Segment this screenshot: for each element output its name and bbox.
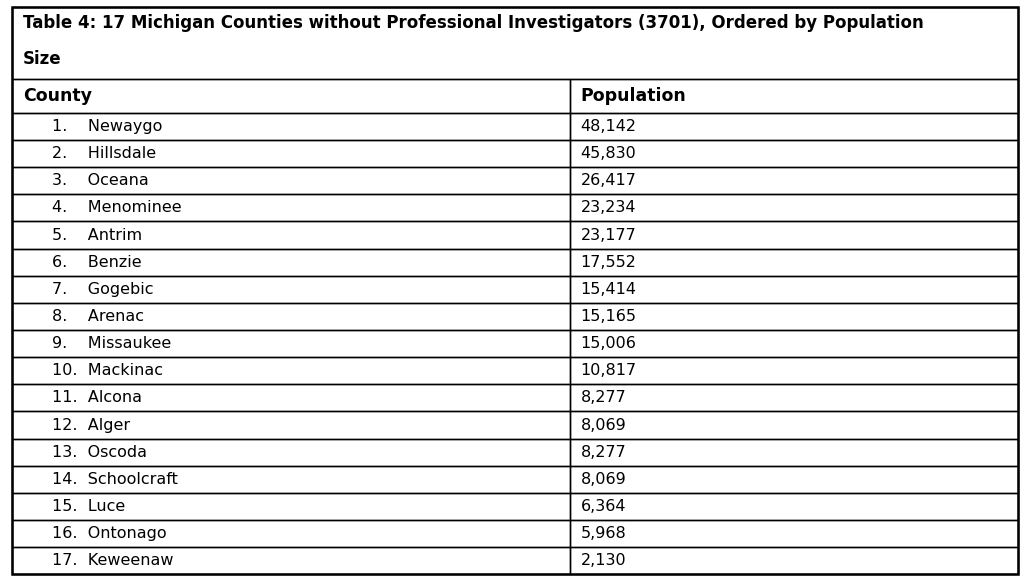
Text: 4.    Menominee: 4. Menominee	[52, 200, 181, 215]
Text: 23,234: 23,234	[581, 200, 637, 215]
Text: Size: Size	[23, 50, 62, 68]
Text: 17,552: 17,552	[581, 255, 637, 270]
Bar	[12, 520, 571, 547]
Bar	[12, 195, 571, 222]
Bar	[12, 466, 571, 493]
Text: 15,165: 15,165	[581, 309, 637, 324]
Bar	[571, 439, 1018, 466]
Text: 48,142: 48,142	[581, 119, 637, 134]
Text: 17.  Keweenaw: 17. Keweenaw	[52, 554, 173, 569]
Text: 14.  Schoolcraft: 14. Schoolcraft	[52, 472, 177, 487]
Bar	[571, 167, 1018, 195]
Text: 11.  Alcona: 11. Alcona	[52, 390, 141, 405]
Bar	[571, 140, 1018, 167]
Text: County: County	[23, 87, 92, 105]
Text: 9.    Missaukee: 9. Missaukee	[52, 336, 171, 351]
Text: 15,006: 15,006	[581, 336, 637, 351]
Text: 10.  Mackinac: 10. Mackinac	[52, 363, 163, 378]
Text: 6.    Benzie: 6. Benzie	[52, 255, 141, 270]
Text: 26,417: 26,417	[581, 173, 637, 188]
Bar	[571, 195, 1018, 222]
Bar	[571, 248, 1018, 276]
Text: 8,277: 8,277	[581, 390, 626, 405]
Bar	[571, 412, 1018, 439]
Text: 15.  Luce: 15. Luce	[52, 499, 125, 514]
Bar	[571, 466, 1018, 493]
Bar	[571, 330, 1018, 357]
Bar	[12, 412, 571, 439]
Bar	[12, 140, 571, 167]
Text: 8.    Arenac: 8. Arenac	[52, 309, 143, 324]
Text: 1.    Newaygo: 1. Newaygo	[52, 119, 162, 134]
Bar	[571, 222, 1018, 248]
Text: 45,830: 45,830	[581, 146, 637, 161]
Text: 3.    Oceana: 3. Oceana	[52, 173, 148, 188]
Text: 7.    Gogebic: 7. Gogebic	[52, 282, 153, 297]
Bar	[12, 276, 571, 303]
Bar	[12, 439, 571, 466]
Bar	[571, 357, 1018, 384]
Text: 13.  Oscoda: 13. Oscoda	[52, 445, 146, 460]
Text: 10,817: 10,817	[581, 363, 637, 378]
Text: 2,130: 2,130	[581, 554, 626, 569]
Bar	[12, 547, 571, 574]
Bar	[571, 79, 1018, 113]
Text: Population: Population	[581, 87, 686, 105]
Bar	[12, 113, 571, 140]
Bar	[12, 79, 571, 113]
Text: 2.    Hillsdale: 2. Hillsdale	[52, 146, 156, 161]
Text: Table 4: 17 Michigan Counties without Professional Investigators (3701), Ordered: Table 4: 17 Michigan Counties without Pr…	[23, 14, 924, 32]
Text: 15,414: 15,414	[581, 282, 637, 297]
Text: 12.  Alger: 12. Alger	[52, 417, 130, 433]
Text: 8,069: 8,069	[581, 472, 626, 487]
Text: 16.  Ontonago: 16. Ontonago	[52, 526, 166, 541]
Bar	[12, 357, 571, 384]
Bar	[571, 113, 1018, 140]
Bar	[571, 493, 1018, 520]
Bar	[571, 384, 1018, 412]
Text: 8,277: 8,277	[581, 445, 626, 460]
Bar	[12, 248, 571, 276]
Bar	[571, 547, 1018, 574]
Text: 5.    Antrim: 5. Antrim	[52, 228, 141, 243]
Bar	[12, 167, 571, 195]
Text: 6,364: 6,364	[581, 499, 626, 514]
Bar	[571, 303, 1018, 330]
Bar	[571, 520, 1018, 547]
Text: 5,968: 5,968	[581, 526, 626, 541]
Text: 8,069: 8,069	[581, 417, 626, 433]
Bar	[12, 222, 571, 248]
Bar	[12, 384, 571, 412]
Bar	[571, 276, 1018, 303]
Bar	[12, 7, 1018, 79]
Text: 23,177: 23,177	[581, 228, 637, 243]
Bar	[12, 303, 571, 330]
Bar	[12, 493, 571, 520]
Bar	[12, 330, 571, 357]
